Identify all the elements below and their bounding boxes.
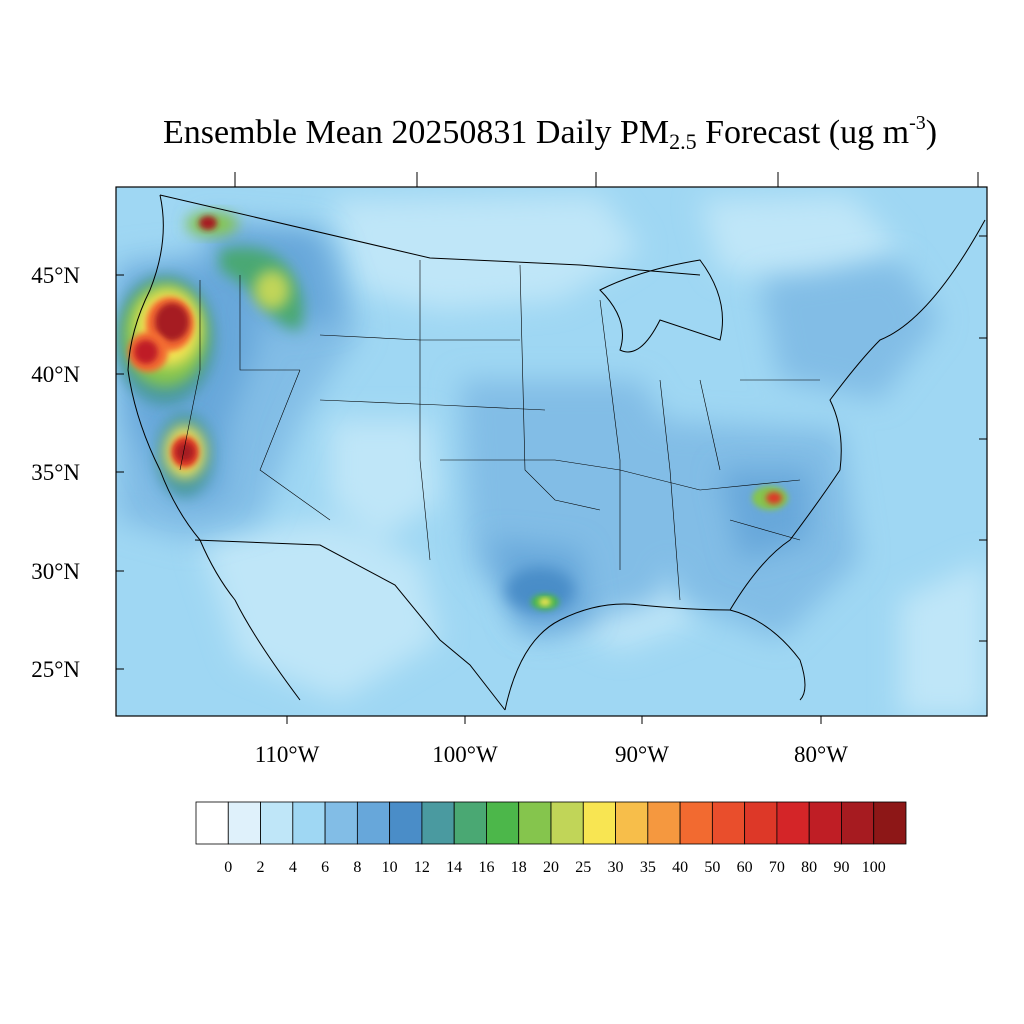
colorbar-swatch [776, 801, 810, 845]
colorbar-label: 8 [353, 859, 361, 876]
colorbar-swatch [421, 801, 455, 845]
great-lakes [599, 259, 723, 353]
colorbar-label: 25 [575, 859, 591, 876]
colorbar-swatch [679, 801, 713, 845]
colorbar-label: 14 [446, 859, 462, 876]
colorbar-label: 80 [801, 859, 817, 876]
colorbar-swatch [486, 801, 520, 845]
plume-northwest [116, 275, 215, 405]
map-field [116, 187, 987, 716]
mexico-border [194, 539, 506, 711]
colorbar-label: 60 [737, 859, 753, 876]
colorbar-label: 10 [382, 859, 398, 876]
boundaries [127, 194, 986, 711]
colorbar-label: 100 [862, 859, 886, 876]
colorbar-label: 18 [511, 859, 527, 876]
gulf-coastline [504, 603, 806, 711]
colorbar-swatch [227, 801, 261, 845]
lon-label: 100°W [432, 742, 498, 767]
colorbar-swatch [873, 801, 907, 845]
colorbar-swatch [324, 801, 358, 845]
lon-label: 90°W [615, 742, 669, 767]
axis-labels: 45°N 40°N 35°N 30°N 25°N 110°W 100°W 90°W 80°W [31, 263, 848, 767]
colorbar-label: 90 [833, 859, 849, 876]
colorbar-swatch [550, 801, 584, 845]
plume-nevada [157, 413, 213, 497]
lon-label: 110°W [255, 742, 320, 767]
colorbar-swatch [582, 801, 616, 845]
pacific-coastline [127, 194, 301, 701]
colorbar-swatch [389, 801, 423, 845]
colorbar-swatch [808, 801, 842, 845]
colorbar-label: 4 [289, 859, 297, 876]
title-subscript: 2.5 [669, 129, 697, 154]
lat-label: 40°N [31, 362, 80, 387]
colorbar-label: 50 [704, 859, 720, 876]
colorbar-swatch [292, 801, 326, 845]
axis-ticks [116, 172, 987, 724]
map-title: Ensemble Mean 20250831 Daily PM2.5 Forec… [0, 112, 1024, 155]
colorbar-label: 6 [321, 859, 329, 876]
canada-border [159, 194, 701, 276]
colorbar-swatch [744, 801, 778, 845]
colorbar-label: 30 [608, 859, 624, 876]
lat-label: 25°N [31, 657, 80, 682]
title-main: Ensemble Mean 20250831 Daily PM [162, 114, 670, 151]
lat-label: 30°N [31, 559, 80, 584]
colorbar-label: 0 [224, 859, 232, 876]
low-concentration-areas [200, 195, 987, 716]
colorbar-swatch [711, 801, 746, 845]
state-lines [239, 275, 300, 371]
colorbar-swatch [841, 801, 875, 845]
colorbar-label: 20 [543, 859, 559, 876]
map-frame [115, 186, 988, 717]
colorbar-swatch [615, 801, 649, 845]
plume-texas [506, 568, 574, 612]
colorbar-label: 40 [672, 859, 688, 876]
colorbar-swatch [195, 801, 229, 845]
atlantic-coastline [729, 219, 986, 611]
lat-label: 45°N [31, 263, 80, 288]
lat-label: 35°N [31, 460, 80, 485]
plume-north-carolina [752, 486, 788, 510]
colorbar-label: 70 [769, 859, 785, 876]
colorbar-swatch [260, 801, 294, 845]
title-superscript: -3 [909, 112, 926, 134]
colorbar-swatch [647, 801, 681, 845]
colorbar-label: 35 [640, 859, 656, 876]
plume-montana [186, 212, 238, 236]
colorbar-label: 16 [478, 859, 494, 876]
title-close: ) [925, 114, 938, 151]
colorbar-swatch [453, 801, 487, 845]
colorbar-label: 12 [414, 859, 430, 876]
lon-label: 80°W [794, 742, 848, 767]
plume-idaho-band [220, 247, 304, 330]
colorbar-swatch [518, 801, 552, 845]
colorbar: 0 2 4 6 8 10 12 14 16 18 20 25 30 35 40 50 60 70 80 90 100 [195, 801, 907, 876]
colorbar-swatch [356, 801, 391, 845]
title-units: Forecast (ug m [696, 114, 910, 151]
colorbar-label: 2 [257, 859, 265, 876]
